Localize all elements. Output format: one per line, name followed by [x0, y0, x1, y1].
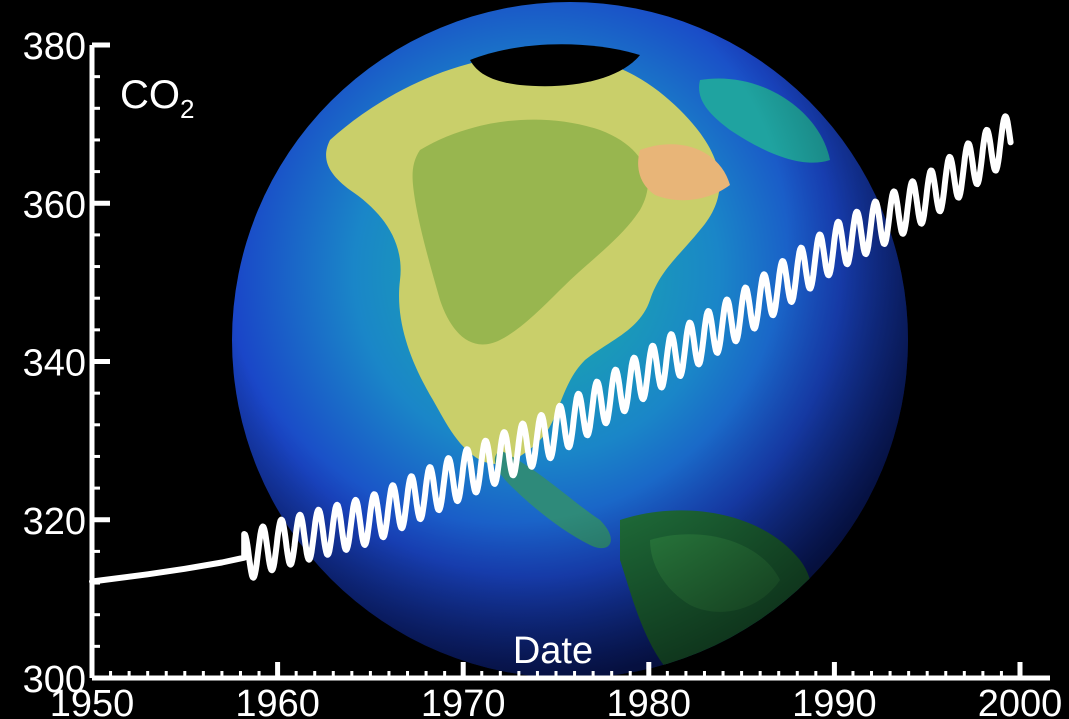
y-axis-label: CO2 — [120, 73, 194, 124]
x-tick-label: 1990 — [792, 683, 877, 719]
x-tick-label: 2000 — [978, 683, 1063, 719]
y-axis-label-subscript: 2 — [180, 94, 194, 124]
axes: 300 320 340 360 380 1950 1960 1970 1980 1990 2000 — [23, 26, 1063, 719]
y-tick-label: 320 — [23, 501, 86, 543]
y-tick-label: 360 — [23, 184, 86, 226]
x-axis-label: Date — [513, 630, 593, 672]
x-tick-label: 1970 — [421, 683, 506, 719]
y-axis-label-main: CO — [120, 73, 180, 117]
x-tick-label: 1960 — [235, 683, 320, 719]
x-tick-label: 1980 — [607, 683, 692, 719]
co2-series-line — [89, 113, 1014, 585]
y-tick-label: 340 — [23, 343, 86, 385]
y-tick-label: 300 — [23, 659, 86, 701]
x-tick-label: 1950 — [50, 683, 135, 719]
y-tick-label: 380 — [23, 26, 86, 68]
earth-globe-image — [232, 2, 908, 678]
